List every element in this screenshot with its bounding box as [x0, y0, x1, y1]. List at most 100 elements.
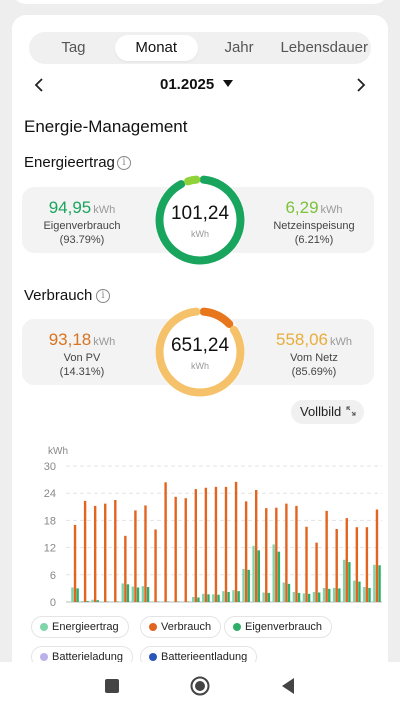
bar-eigenverbrauch[interactable] — [76, 588, 79, 602]
fullscreen-button[interactable]: Vollbild — [291, 400, 364, 424]
bar-energieertrag[interactable] — [232, 590, 235, 602]
back-icon[interactable] — [276, 674, 300, 698]
bar-energieertrag[interactable] — [312, 592, 316, 602]
info-icon[interactable]: i — [117, 156, 131, 170]
bar-verbrauch[interactable] — [234, 481, 238, 602]
bar-verbrauch[interactable] — [325, 510, 328, 602]
bar-energieertrag[interactable] — [252, 545, 255, 602]
tab-jahr[interactable]: Jahr — [224, 39, 254, 56]
bar-verbrauch[interactable] — [244, 501, 248, 602]
bar-eigenverbrauch[interactable] — [207, 594, 210, 602]
bar-verbrauch[interactable] — [305, 526, 308, 602]
bar-energieertrag[interactable] — [282, 582, 285, 602]
bar-eigenverbrauch[interactable] — [146, 587, 150, 602]
bar-verbrauch[interactable] — [194, 489, 198, 602]
bar-energieertrag[interactable] — [81, 601, 84, 602]
bar-verbrauch[interactable] — [204, 487, 208, 602]
bar-verbrauch[interactable] — [114, 500, 117, 602]
bar-eigenverbrauch[interactable] — [247, 569, 250, 602]
bar-energieertrag[interactable] — [131, 586, 135, 602]
chevron-right-icon[interactable] — [348, 73, 372, 97]
info-icon[interactable]: i — [96, 289, 110, 303]
bar-verbrauch[interactable] — [214, 486, 218, 602]
bar-eigenverbrauch[interactable] — [378, 565, 381, 602]
bar-eigenverbrauch[interactable] — [338, 588, 341, 602]
bar-energieertrag[interactable] — [212, 594, 215, 602]
bar-verbrauch[interactable] — [93, 505, 97, 602]
bar-eigenverbrauch[interactable] — [237, 591, 240, 602]
legend-verbrauch[interactable]: Verbrauch — [140, 616, 222, 638]
bar-verbrauch[interactable] — [355, 527, 359, 602]
bar-verbrauch[interactable] — [295, 505, 298, 602]
bar-eigenverbrauch[interactable] — [287, 583, 291, 602]
bar-eigenverbrauch[interactable] — [126, 584, 130, 602]
bar-verbrauch[interactable] — [315, 542, 318, 602]
bar-energieertrag[interactable] — [91, 599, 94, 602]
bar-energieertrag[interactable] — [332, 587, 336, 602]
bar-eigenverbrauch[interactable] — [297, 592, 301, 602]
bar-energieertrag[interactable] — [353, 580, 356, 602]
vom-netz-unit: kWh — [330, 336, 352, 348]
bar-verbrauch[interactable] — [224, 486, 228, 602]
bar-energieertrag[interactable] — [292, 592, 296, 602]
tab-monat[interactable]: Monat — [114, 35, 198, 61]
bar-verbrauch[interactable] — [365, 527, 369, 602]
bar-eigenverbrauch[interactable] — [217, 594, 220, 602]
bar-verbrauch[interactable] — [345, 518, 348, 602]
bar-verbrauch[interactable] — [254, 490, 258, 602]
bar-energieertrag[interactable] — [342, 559, 346, 602]
bar-energieertrag[interactable] — [322, 587, 326, 602]
bar-verbrauch[interactable] — [335, 529, 338, 602]
bar-eigenverbrauch[interactable] — [307, 593, 311, 602]
bar-eigenverbrauch[interactable] — [277, 551, 281, 602]
bar-eigenverbrauch[interactable] — [96, 600, 99, 602]
bar-energieertrag[interactable] — [202, 593, 205, 602]
tab-lebensdauer[interactable]: Lebensdauer — [280, 39, 369, 56]
bar-verbrauch[interactable] — [184, 498, 187, 602]
bar-energieertrag[interactable] — [192, 597, 195, 602]
bar-eigenverbrauch[interactable] — [227, 592, 230, 602]
date-selector[interactable]: 01.2025 — [160, 76, 215, 93]
bar-energieertrag[interactable] — [262, 592, 265, 602]
bar-eigenverbrauch[interactable] — [257, 550, 260, 602]
bar-verbrauch[interactable] — [104, 503, 107, 602]
bar-energieertrag[interactable] — [71, 587, 74, 602]
bar-verbrauch[interactable] — [134, 510, 137, 602]
bar-verbrauch[interactable] — [73, 524, 77, 602]
bar-eigenverbrauch[interactable] — [328, 588, 331, 602]
chevron-left-icon[interactable] — [28, 73, 52, 97]
bar-verbrauch[interactable] — [375, 509, 379, 602]
bar-energieertrag[interactable] — [363, 587, 366, 602]
bar-energieertrag[interactable] — [272, 544, 275, 602]
bar-verbrauch[interactable] — [154, 529, 157, 602]
caret-down-icon[interactable] — [223, 80, 233, 87]
bar-eigenverbrauch[interactable] — [267, 592, 271, 602]
bar-energieertrag[interactable] — [373, 564, 376, 602]
vom-netz-stat: 558,06 kWh Vom Netz (85.69%) — [254, 330, 374, 378]
bar-energieertrag[interactable] — [141, 586, 145, 602]
bar-verbrauch[interactable] — [174, 496, 177, 602]
bar-verbrauch[interactable] — [265, 508, 268, 602]
bar-eigenverbrauch[interactable] — [317, 592, 321, 602]
legend-energieertrag[interactable]: Energieertrag — [31, 616, 129, 638]
home-icon[interactable] — [188, 674, 212, 698]
bar-verbrauch[interactable] — [164, 482, 167, 602]
bar-energieertrag[interactable] — [302, 593, 306, 602]
bar-verbrauch[interactable] — [144, 505, 147, 602]
bar-verbrauch[interactable] — [124, 535, 127, 602]
bar-energieertrag[interactable] — [121, 583, 124, 602]
bar-eigenverbrauch[interactable] — [136, 587, 140, 602]
bar-verbrauch[interactable] — [83, 500, 87, 602]
bar-eigenverbrauch[interactable] — [368, 587, 371, 602]
bar-energieertrag[interactable] — [242, 568, 245, 602]
tab-tag[interactable]: Tag — [61, 39, 86, 56]
bar-verbrauch[interactable] — [275, 507, 278, 602]
recents-icon[interactable] — [100, 674, 124, 698]
legend-eigenverbrauch[interactable]: Eigenverbrauch — [224, 616, 333, 638]
bar-eigenverbrauch[interactable] — [358, 581, 361, 602]
bar-verbrauch[interactable] — [285, 503, 288, 602]
bar-eigenverbrauch[interactable] — [197, 597, 200, 602]
bar-energieertrag[interactable] — [222, 591, 225, 602]
bar-eigenverbrauch[interactable] — [86, 601, 89, 602]
bar-eigenverbrauch[interactable] — [348, 562, 351, 602]
